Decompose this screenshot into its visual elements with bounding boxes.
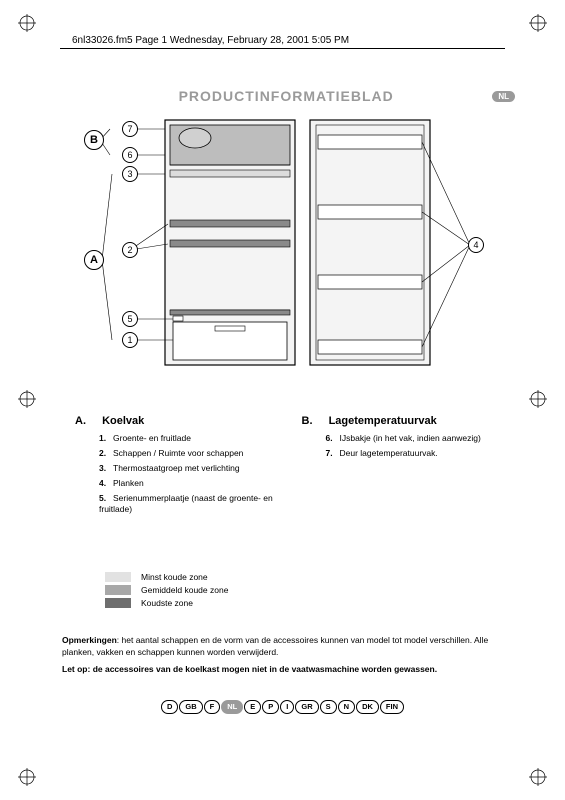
page-title: PRODUCTINFORMATIEBLAD [80,88,492,104]
callout-2: 2 [122,242,138,258]
lang-chip-d[interactable]: D [161,700,178,714]
lang-chip-dk[interactable]: DK [356,700,379,714]
fridge-diagram: 7 6 3 2 5 1 4 B A [60,110,515,400]
section-B-title: Lagetemperatuurvak [329,415,437,427]
section-A-list: 1.Groente- en fruitlade 2.Schappen / Rui… [75,433,284,515]
lang-chip-nl[interactable]: NL [221,700,243,714]
notes-warning: Let op: de accessoires van de koelkast m… [62,664,437,674]
sections: A. Koelvak 1.Groente- en fruitlade 2.Sch… [75,415,510,519]
legend-row: Koudste zone [105,598,228,608]
page: 6nl33026.fm5 Page 1 Wednesday, February … [0,0,565,800]
callout-3: 3 [122,166,138,182]
callout-4: 4 [468,237,484,253]
swatch-icon [105,598,131,608]
lang-chip-fin[interactable]: FIN [380,700,404,714]
legend-row: Minst koude zone [105,572,228,582]
section-B: B. Lagetemperatuurvak 6.IJsbakje (in het… [302,415,511,519]
language-badge: NL [492,91,515,102]
section-B-list: 6.IJsbakje (in het vak, indien aanwezig)… [302,433,511,459]
registration-mark-icon [18,768,36,786]
callout-6: 6 [122,147,138,163]
lang-chip-e[interactable]: E [244,700,261,714]
doc-meta: 6nl33026.fm5 Page 1 Wednesday, February … [72,35,349,46]
registration-mark-icon [18,14,36,32]
section-label-A: A [84,250,104,270]
registration-mark-icon [529,390,547,408]
registration-mark-icon [529,768,547,786]
section-label-B: B [84,130,104,150]
callout-1: 1 [122,332,138,348]
swatch-icon [105,572,131,582]
section-A: A. Koelvak 1.Groente- en fruitlade 2.Sch… [75,415,284,519]
swatch-icon [105,585,131,595]
legend-row: Gemiddeld koude zone [105,585,228,595]
registration-mark-icon [18,390,36,408]
callout-7: 7 [122,121,138,137]
lang-chip-gr[interactable]: GR [295,700,318,714]
header-rule [60,48,505,49]
section-B-letter: B. [302,415,326,427]
crop-marks-bottom [0,766,565,788]
registration-mark-icon [529,14,547,32]
callout-5: 5 [122,311,138,327]
notes-label: Opmerkingen [62,635,117,645]
crop-marks-top [0,12,565,34]
lang-chip-s[interactable]: S [320,700,337,714]
notes: Opmerkingen: het aantal schappen en de v… [62,635,510,681]
temperature-legend: Minst koude zone Gemiddeld koude zone Ko… [105,572,228,611]
lang-chip-f[interactable]: F [204,700,221,714]
lang-chip-p[interactable]: P [262,700,279,714]
language-selector: DGBFNLEPIGRSNDKFIN [0,700,565,714]
lang-chip-gb[interactable]: GB [179,700,202,714]
lang-chip-n[interactable]: N [338,700,355,714]
section-A-title: Koelvak [102,415,144,427]
title-row: PRODUCTINFORMATIEBLAD NL [80,88,515,104]
lang-chip-i[interactable]: I [280,700,294,714]
section-A-letter: A. [75,415,99,427]
